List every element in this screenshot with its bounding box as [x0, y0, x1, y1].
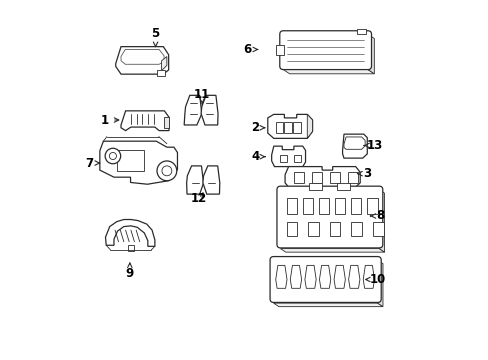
Polygon shape	[271, 146, 305, 167]
Polygon shape	[342, 134, 366, 158]
Polygon shape	[186, 166, 203, 194]
Text: 2: 2	[250, 121, 264, 134]
Polygon shape	[121, 49, 164, 64]
Text: 8: 8	[370, 210, 384, 222]
Circle shape	[109, 153, 116, 159]
Circle shape	[162, 166, 171, 176]
Polygon shape	[105, 220, 155, 246]
FancyBboxPatch shape	[276, 186, 382, 248]
Bar	[372, 222, 383, 237]
Bar	[293, 122, 300, 133]
Bar	[284, 122, 291, 133]
Bar	[308, 222, 318, 237]
Bar	[357, 29, 366, 34]
Bar	[293, 172, 304, 183]
Bar	[318, 198, 329, 213]
Polygon shape	[203, 166, 219, 194]
Text: 7: 7	[85, 157, 99, 170]
Polygon shape	[267, 114, 312, 138]
Bar	[336, 183, 349, 190]
Polygon shape	[161, 57, 166, 71]
Bar	[128, 245, 133, 251]
Polygon shape	[333, 265, 345, 288]
Text: 11: 11	[194, 88, 210, 104]
Bar	[329, 172, 340, 183]
FancyBboxPatch shape	[269, 257, 381, 302]
Polygon shape	[348, 265, 359, 288]
Bar	[286, 198, 297, 213]
Polygon shape	[184, 95, 202, 125]
Bar	[350, 198, 361, 213]
Polygon shape	[343, 137, 365, 149]
Bar	[286, 222, 297, 237]
Text: 10: 10	[365, 273, 385, 286]
Bar	[329, 222, 340, 237]
Bar	[117, 150, 143, 171]
Circle shape	[157, 161, 176, 181]
Bar	[366, 198, 377, 213]
Polygon shape	[363, 265, 374, 288]
Polygon shape	[283, 69, 374, 74]
Polygon shape	[164, 117, 169, 128]
Bar	[302, 198, 313, 213]
Text: 3: 3	[357, 167, 370, 180]
Bar	[293, 155, 300, 162]
Polygon shape	[121, 111, 169, 131]
Polygon shape	[306, 114, 312, 138]
Polygon shape	[275, 265, 286, 288]
Circle shape	[105, 148, 121, 164]
Bar	[311, 172, 322, 183]
Text: 13: 13	[364, 139, 383, 152]
Text: 12: 12	[190, 192, 206, 205]
Polygon shape	[273, 303, 382, 307]
Polygon shape	[280, 249, 384, 252]
FancyBboxPatch shape	[279, 31, 371, 69]
Text: 6: 6	[243, 43, 257, 56]
Bar	[279, 155, 286, 162]
Polygon shape	[319, 265, 330, 288]
Polygon shape	[201, 95, 218, 125]
Text: 5: 5	[151, 27, 160, 46]
Polygon shape	[116, 47, 168, 74]
Polygon shape	[304, 265, 316, 288]
Bar	[276, 45, 284, 55]
Bar	[157, 70, 164, 76]
Polygon shape	[285, 167, 360, 187]
Polygon shape	[290, 265, 301, 288]
Bar	[308, 183, 322, 190]
Bar	[351, 222, 361, 237]
Text: 4: 4	[250, 150, 264, 163]
Polygon shape	[379, 190, 384, 252]
Bar	[275, 122, 283, 133]
Text: 9: 9	[125, 263, 134, 280]
Bar	[347, 172, 357, 183]
Polygon shape	[377, 260, 382, 307]
Polygon shape	[367, 34, 374, 74]
Text: 1: 1	[101, 113, 119, 126]
Polygon shape	[100, 141, 177, 184]
Bar	[334, 198, 345, 213]
